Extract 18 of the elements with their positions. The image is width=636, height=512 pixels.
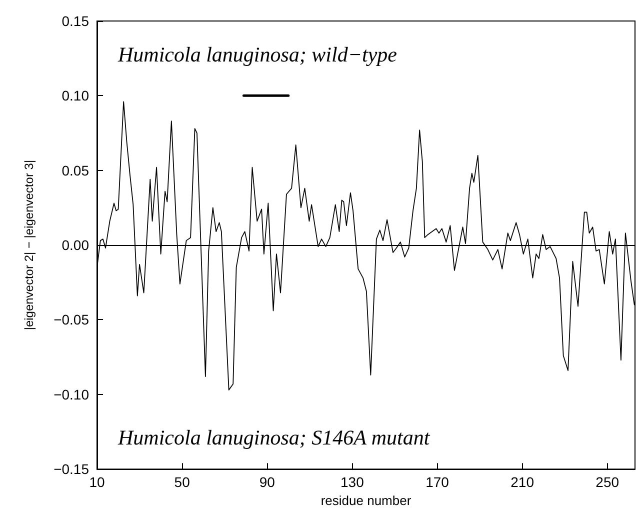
annotation: Humicola lanuginosa; wild−type	[117, 42, 397, 66]
y-tick-label: −0.10	[54, 386, 90, 402]
x-tick-label: 90	[259, 474, 276, 490]
x-tick-label: 170	[426, 474, 450, 490]
y-tick-label: −0.05	[54, 312, 90, 328]
x-tick-label: 130	[340, 474, 364, 490]
x-tick-label: 10	[89, 474, 105, 490]
x-tick-label: 210	[510, 474, 534, 490]
y-axis-title: |eigenvector 2| − |eigenvector 3|	[22, 160, 36, 330]
y-tick-label: 0.10	[62, 88, 90, 104]
y-tick-label: −0.15	[54, 461, 90, 478]
y-tick-label: 0.00	[62, 237, 90, 254]
y-tick-label: 0.05	[62, 162, 90, 178]
annotation: Humicola lanuginosa; S146A mutant	[117, 426, 431, 450]
x-tick-label: 250	[596, 474, 620, 490]
y-tick-label: 0.15	[62, 13, 90, 29]
x-axis-title: residue number	[320, 493, 412, 508]
x-tick-label: 50	[174, 474, 190, 490]
